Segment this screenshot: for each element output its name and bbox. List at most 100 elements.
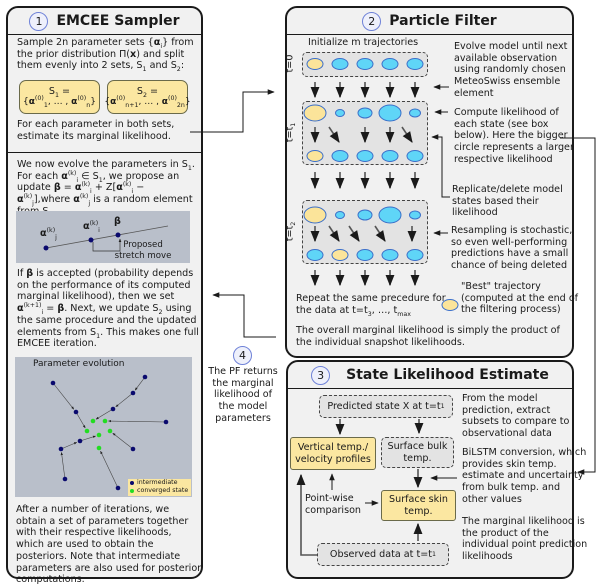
surface-skin-box: Surface skin temp. <box>381 490 456 521</box>
emcee-title: EMCEE Sampler <box>56 13 180 29</box>
pointwise-label: Point-wise comparison <box>305 493 362 516</box>
stretch-alpha-j: α(k)j <box>40 226 57 241</box>
step-number-3: 3 <box>311 365 331 385</box>
particle <box>356 58 374 70</box>
intermediate-point <box>130 446 136 452</box>
emcee-conclusion: After a number of iterations, we obtain … <box>16 504 202 586</box>
step-number-2: 2 <box>362 11 382 31</box>
particle <box>381 249 399 261</box>
evolution-title: Parameter evolution <box>33 359 125 369</box>
emcee-intro: Sample 2n parameter sets {αi} from the p… <box>17 37 194 74</box>
legend-converged: converged state <box>137 487 189 494</box>
set-s1: S1 = {α(0)1, … , α(0)n} <box>19 80 100 114</box>
evolution-legend <box>128 479 191 496</box>
resample-arrow <box>401 126 413 143</box>
sle-header: 3 State Likelihood Estimate <box>288 362 572 389</box>
intermediate-point <box>163 419 169 425</box>
evolution-arrow <box>75 411 86 429</box>
sle-extract: From the model prediction, extract subse… <box>462 393 570 440</box>
sle-title: State Likelihood Estimate <box>346 367 549 383</box>
intermediate-point <box>77 438 83 444</box>
set-s1-label: S1 = <box>48 85 71 99</box>
stretch-beta: β <box>114 216 121 227</box>
intermediate-point <box>58 446 64 452</box>
evolution-arrow <box>79 435 96 442</box>
pf-title: Particle Filter <box>389 13 497 29</box>
intermediate-point <box>73 409 79 415</box>
stretch-point <box>88 237 94 243</box>
arrow-pf-to-emcee <box>212 292 276 338</box>
pf-replicate: Replicate/delete model states based thei… <box>452 184 563 219</box>
intermediate-point <box>50 380 56 386</box>
resample-arrow <box>374 225 386 242</box>
evolution-arrow <box>100 450 119 489</box>
converged-point <box>96 432 102 438</box>
particle <box>381 150 399 162</box>
pf-overall: The overall marginal likelihood is simpl… <box>296 325 560 348</box>
arrow-replicate <box>431 134 450 198</box>
sle-bilstm: BiLSTM conversion, which provides skin t… <box>462 447 587 505</box>
emcee-header: 1 EMCEE Sampler <box>8 8 201 35</box>
step-number-4: 4 <box>233 346 252 365</box>
evolution-arrow <box>52 382 75 410</box>
pf-header: 2 Particle Filter <box>287 8 572 35</box>
stretch-alpha-i: α(k)i <box>83 219 100 234</box>
evolution-arrow <box>108 419 167 423</box>
surface-bulk-box: Surface bulk temp. <box>381 437 454 468</box>
evolution-arrow <box>60 452 66 480</box>
particle <box>406 249 424 261</box>
pf-compute: Compute likelihood of each state (see bo… <box>454 107 574 165</box>
particle <box>406 150 424 162</box>
best-particle <box>331 249 349 261</box>
pf-evolve: Evolve model until next available observ… <box>454 41 568 99</box>
intermediate-point <box>110 406 116 412</box>
converged-point <box>90 418 96 424</box>
evolution-arrow <box>115 392 134 408</box>
resample-arrow <box>328 225 340 242</box>
particle <box>356 249 374 261</box>
pf-best: "Best" trajectory (computed at the end o… <box>461 281 579 316</box>
converged-point <box>102 418 108 424</box>
resample-arrow <box>348 225 360 242</box>
evolution-arrow <box>60 442 78 450</box>
particle <box>356 150 374 162</box>
particle <box>335 109 345 117</box>
resample-arrow <box>328 126 340 143</box>
evolution-arrow <box>95 408 114 420</box>
set-s2: S2 = {α(0)n+1, … , α(0)2n} <box>104 80 191 114</box>
arrow-pf-to-sle <box>560 137 596 475</box>
intermediate-point <box>115 485 121 491</box>
particle <box>381 58 399 70</box>
converged-point <box>96 445 102 451</box>
particle <box>335 211 345 219</box>
best-trajectory-legend-icon <box>441 299 459 311</box>
stretch-bracket <box>92 238 122 252</box>
intermediate-point <box>62 476 68 482</box>
best-particle <box>303 104 327 122</box>
vertical-profiles-box: Vertical temp./ velocity profiles <box>290 437 376 470</box>
stretch-point <box>43 245 49 251</box>
evolution-arrow <box>134 376 146 391</box>
particle <box>331 58 349 70</box>
set-s2-label: S2 = <box>136 85 159 99</box>
particle <box>406 58 424 70</box>
stretch-point <box>115 232 121 238</box>
observed-data-box: Observed data at t=t 1 <box>317 543 449 566</box>
intermediate-point <box>142 374 148 380</box>
step4-text: The PF returns the marginal likelihood o… <box>208 366 278 424</box>
emcee-accept: If β is accepted (probability depends on… <box>17 268 199 350</box>
stretch-move-figure <box>16 211 190 263</box>
pf-repeat: Repeat the same precedure for the data a… <box>296 293 446 318</box>
particle <box>331 150 349 162</box>
converged-point <box>84 428 90 434</box>
evolution-arrow <box>112 432 134 450</box>
particle <box>409 210 421 220</box>
best-particle <box>306 150 324 162</box>
best-particle <box>306 58 324 70</box>
particle <box>357 209 373 221</box>
sle-marginal: The marginal likelihood is the product o… <box>462 516 588 563</box>
set-s1-value: {α(0)1, … , α(0)n} <box>22 95 96 109</box>
particle <box>357 107 373 119</box>
particle <box>378 206 402 224</box>
